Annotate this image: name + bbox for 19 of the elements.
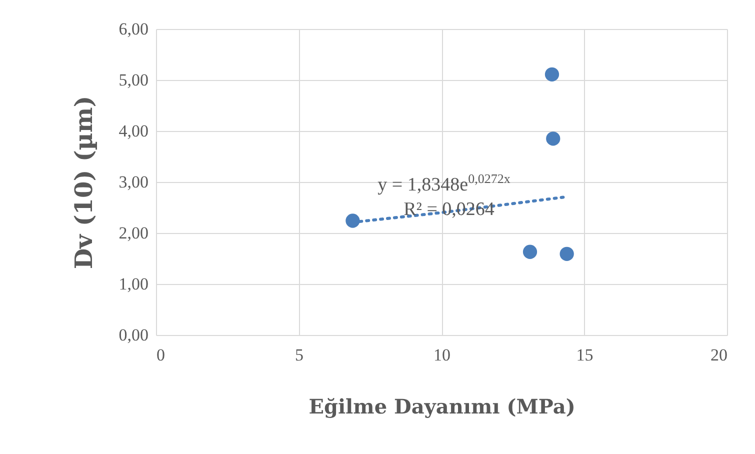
x-tick-label: 0	[156, 346, 165, 364]
point	[560, 246, 574, 261]
point	[546, 132, 560, 146]
y-tick-label: 4,00	[118, 122, 148, 140]
y-tick-label: 2,00	[118, 224, 148, 242]
y-tick-label: 1,00	[118, 274, 148, 294]
x-axis-title: Eğilme Dayanımı (MPa)	[308, 394, 576, 418]
x-tick-label: 10	[434, 346, 450, 364]
y-axis-title: Dv (10) (µm)	[68, 96, 98, 270]
y-tick-label: 5,00	[118, 70, 148, 90]
point	[544, 67, 560, 82]
y-tick-label: 6,00	[118, 20, 148, 38]
point	[522, 244, 538, 259]
y-tick-label: 3,00	[118, 172, 148, 192]
annotation: y = 1,8348e$^{0,0272x}$	[378, 171, 510, 196]
y-tick-label: 0,00	[118, 326, 148, 344]
x-tick-label: 5	[295, 346, 304, 364]
x-tick-label: 20	[710, 346, 728, 364]
x-tick-label: 15	[576, 346, 594, 364]
